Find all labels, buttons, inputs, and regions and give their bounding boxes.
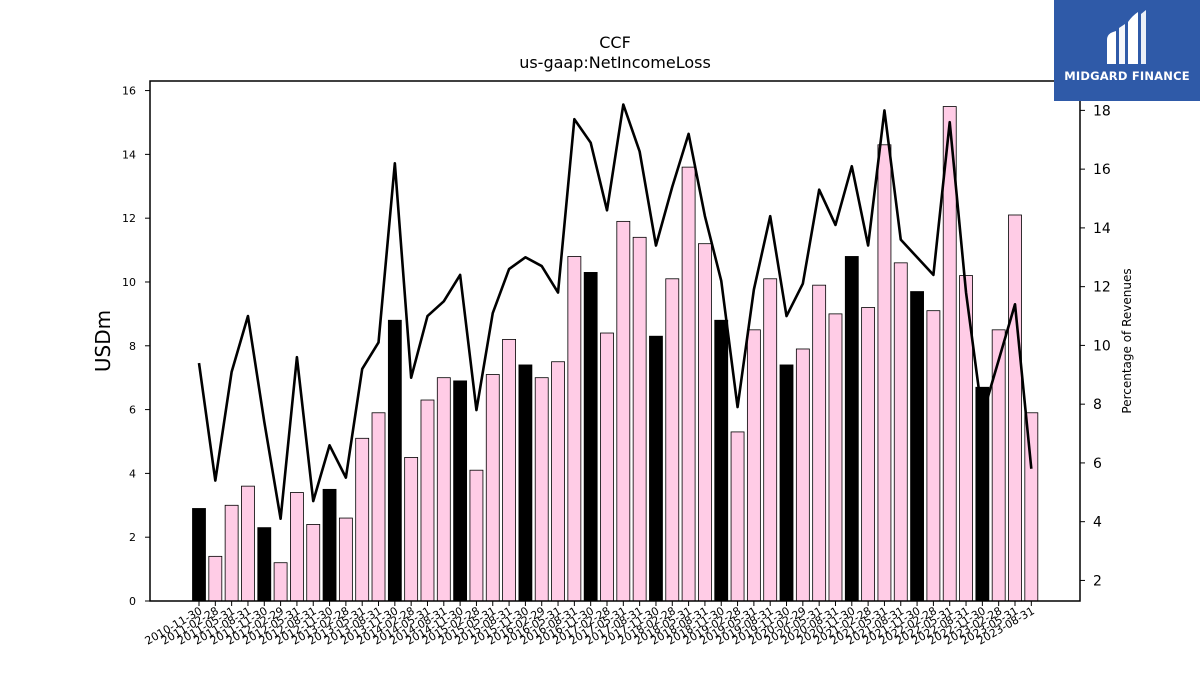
y-axis-right: 2 4 6 8 10 12 14 16 18 <box>1080 103 1111 589</box>
bar-quarter <box>290 492 304 602</box>
bar-fiscal-year-end <box>453 380 468 602</box>
bar-fiscal-year-end <box>779 364 794 602</box>
bar-quarter <box>893 262 908 602</box>
y2-tick-label: 18 <box>1093 103 1111 119</box>
y2-tick-label: 12 <box>1093 280 1111 296</box>
logo-mark-icon <box>1107 10 1146 64</box>
y-tick-label: 10 <box>122 276 136 289</box>
bar-fiscal-year-end <box>714 319 729 602</box>
y-tick-label: 2 <box>129 531 136 544</box>
bar-quarter <box>273 562 288 602</box>
bar-quarter <box>1024 412 1039 602</box>
bar-fiscal-year-end <box>844 256 859 602</box>
bar-quarter <box>877 144 892 602</box>
bar-quarter <box>567 256 582 602</box>
bar-quarter <box>551 361 565 602</box>
bar-quarter <box>926 310 941 602</box>
y-tick-label: 12 <box>122 212 136 225</box>
percentage-line <box>197 103 1033 521</box>
bar-quarter <box>241 485 255 602</box>
bar-fiscal-year-end <box>518 364 533 602</box>
y-tick-label: 4 <box>129 467 136 480</box>
x-axis: 2010-11-302011-02-282011-05-312011-08-31… <box>143 601 1037 648</box>
bar-quarter <box>795 348 810 602</box>
bar-quarter <box>698 243 712 602</box>
bar-quarter <box>208 555 223 602</box>
bar-quarter <box>436 377 451 602</box>
bar-quarter <box>600 332 614 602</box>
y2-tick-label: 6 <box>1093 456 1102 472</box>
bar-quarter <box>469 469 484 602</box>
bar-quarter <box>224 504 239 602</box>
bar-quarter <box>812 284 827 602</box>
y2-tick-label: 4 <box>1093 515 1102 531</box>
brand-logo: MIDGARD FINANCE <box>1054 0 1200 101</box>
y-axis-left: 0 2 4 6 8 10 12 14 16 <box>122 85 150 608</box>
bar-quarter <box>404 457 419 602</box>
y-tick-label: 16 <box>122 85 136 98</box>
bar-quarter <box>1008 214 1022 602</box>
bar-fiscal-year-end <box>583 272 598 602</box>
bar-quarter <box>665 278 680 602</box>
bars-layer <box>192 106 1039 602</box>
y-tick-label: 8 <box>129 340 136 353</box>
bar-fiscal-year-end <box>975 386 990 602</box>
bar-fiscal-year-end <box>649 335 663 602</box>
bar-quarter <box>355 437 370 602</box>
bar-quarter <box>371 412 386 602</box>
y-tick-label: 6 <box>129 404 136 417</box>
bar-fiscal-year-end <box>387 319 402 602</box>
bar-quarter <box>861 307 876 602</box>
bar-fiscal-year-end <box>257 527 272 602</box>
y2-tick-label: 10 <box>1093 338 1111 354</box>
y2-axis-label: Percentage of Revenues <box>1120 268 1134 413</box>
bar-quarter <box>616 220 631 602</box>
bar-quarter <box>534 377 549 602</box>
line-layer <box>197 103 1033 521</box>
bar-fiscal-year-end <box>192 508 206 602</box>
y-axis-label: USDm <box>91 310 115 372</box>
bar-fiscal-year-end <box>322 488 337 602</box>
logo-text: MIDGARD FINANCE <box>1064 69 1190 83</box>
y2-tick-label: 2 <box>1093 573 1102 589</box>
bar-quarter <box>730 431 745 602</box>
chart-subtitle: us-gaap:NetIncomeLoss <box>519 53 711 72</box>
bar-quarter <box>991 329 1006 602</box>
bar-quarter <box>502 338 516 602</box>
chart-title: CCF <box>599 33 631 52</box>
bar-quarter <box>763 278 778 602</box>
y-tick-label: 14 <box>122 148 136 161</box>
bar-fiscal-year-end <box>910 291 924 602</box>
bar-quarter <box>632 236 647 602</box>
bar-quarter <box>306 524 321 602</box>
bar-quarter <box>681 166 696 602</box>
bar-quarter <box>338 517 353 602</box>
bar-quarter <box>746 329 761 602</box>
y2-tick-label: 16 <box>1093 162 1111 178</box>
y2-tick-label: 8 <box>1093 397 1102 413</box>
bar-quarter <box>485 374 500 602</box>
y2-tick-label: 14 <box>1093 221 1111 237</box>
bar-quarter <box>828 313 843 602</box>
y-tick-label: 0 <box>129 595 136 608</box>
plot-frame <box>149 80 1081 602</box>
bar-quarter <box>420 399 435 602</box>
